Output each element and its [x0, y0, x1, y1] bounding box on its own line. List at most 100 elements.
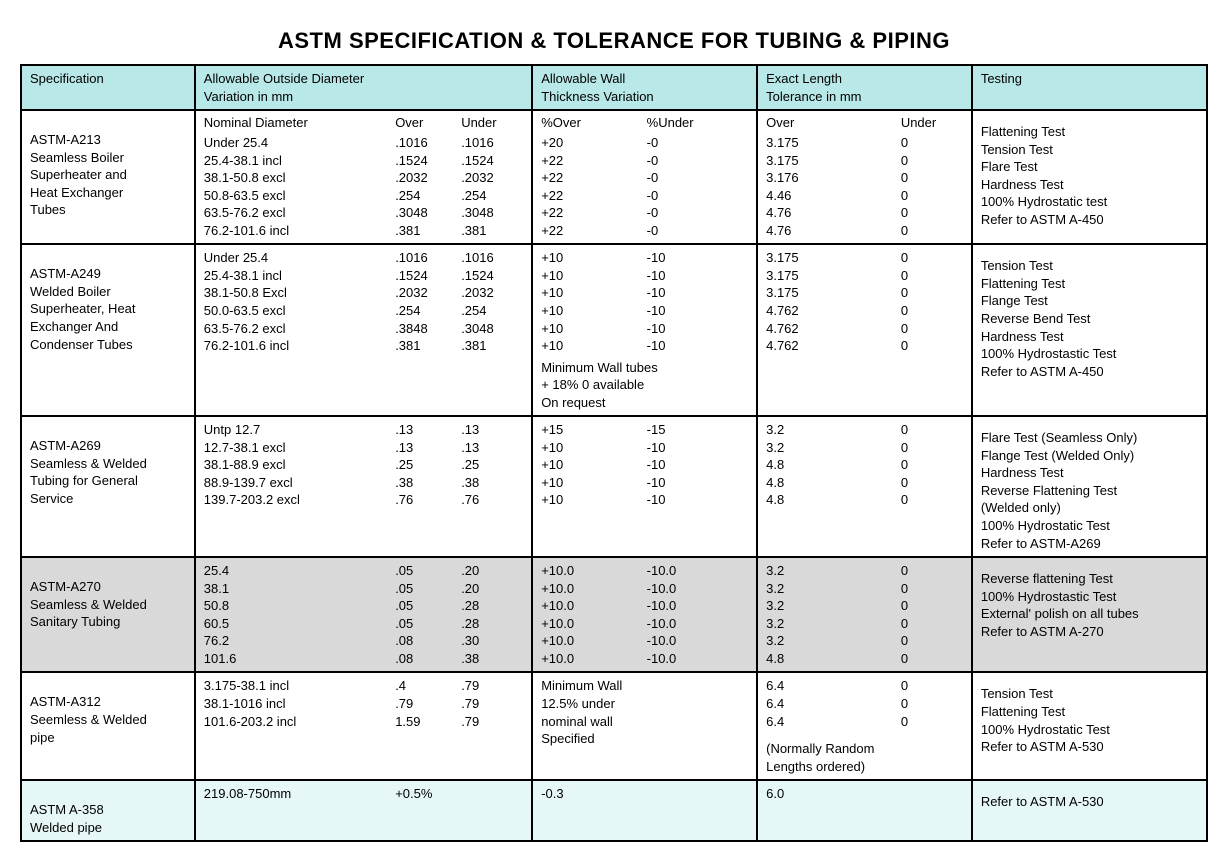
testing-list: Flare Test (Seamless Only)Flange Test (W…: [981, 421, 1198, 552]
spec-text: ASTM-A312Seemless & Weldedpipe: [30, 677, 186, 746]
table-row: ASTM A-358Welded pipe 219.08-750mm +0.5%…: [21, 780, 1207, 841]
wall-under: -10-10-10-10-10-10: [647, 249, 748, 354]
od-cell: Untp 12.712.7-38.1 excl38.1-88.9 excl88.…: [195, 416, 532, 557]
testing-list: Refer to ASTM A-530: [981, 785, 1198, 811]
len-extra: (Normally RandomLengths ordered): [766, 740, 963, 775]
length-cell: 3.23.24.84.84.8 00000: [757, 416, 972, 557]
table-row: ASTM-A249Welded BoilerSuperheater, HeatE…: [21, 244, 1207, 416]
testing-list: Tension TestFlattening TestFlange TestRe…: [981, 249, 1198, 380]
od-under: .1016.1524.2032.254.3048.381: [461, 249, 523, 354]
od-sub-over: Over: [395, 115, 457, 130]
wall-under: -10.0-10.0-10.0-10.0-10.0-10.0: [647, 562, 748, 667]
wall-over: +15+10+10+10+10: [541, 421, 642, 509]
spec-cell: ASTM-A312Seemless & Weldedpipe: [21, 672, 195, 780]
length-cell: Over Under 3.1753.1753.1764.464.764.76 0…: [757, 110, 972, 244]
od-sub-under: Under: [461, 115, 523, 130]
len-under: 000000: [901, 134, 963, 239]
col-wall: Allowable Wall Thickness Variation: [532, 65, 757, 110]
len-under: 00000: [901, 421, 963, 509]
wall-over: +20+22+22+22+22+22: [541, 134, 642, 239]
wall-cell: +10.0+10.0+10.0+10.0+10.0+10.0 -10.0-10.…: [532, 557, 757, 672]
testing-cell: Reverse flattening Test100% Hydrostastic…: [972, 557, 1207, 672]
od-nominal: 3.175-38.1 incl38.1-1016 incl101.6-203.2…: [204, 677, 391, 730]
spec-cell: ASTM A-358Welded pipe: [21, 780, 195, 841]
wall-under: -0-0-0-0-0-0: [647, 134, 748, 239]
testing-cell: Tension TestFlattening TestFlange TestRe…: [972, 244, 1207, 416]
testing-cell: Flare Test (Seamless Only)Flange Test (W…: [972, 416, 1207, 557]
spec-cell: ASTM-A269Seamless & WeldedTubing for Gen…: [21, 416, 195, 557]
table-header-row: Specification Allowable Outside Diameter…: [21, 65, 1207, 110]
len-under: 000000: [901, 249, 963, 354]
od-sub-nominal: Nominal Diameter: [204, 115, 391, 130]
testing-list: Reverse flattening Test100% Hydrostastic…: [981, 562, 1198, 640]
od-under: .79.79.79: [461, 677, 523, 730]
testing-list: Tension TestFlattening Test100% Hydrosta…: [981, 677, 1198, 755]
od-nominal: Under 25.425.4-38.1 incl38.1-50.8 Excl50…: [204, 249, 391, 354]
wall-text: Minimum Wall12.5% undernominal wallSpeci…: [541, 677, 748, 747]
len-under: 000: [901, 677, 963, 730]
wall-cell: Minimum Wall12.5% undernominal wallSpeci…: [532, 672, 757, 780]
spec-cell: ASTM-A249Welded BoilerSuperheater, HeatE…: [21, 244, 195, 416]
len-under: 000000: [901, 562, 963, 667]
table-row: ASTM-A312Seemless & Weldedpipe 3.175-38.…: [21, 672, 1207, 780]
length-cell: 6.0: [757, 780, 972, 841]
od-over: .05.05.05.05.08.08: [395, 562, 457, 667]
spec-text: ASTM A-358Welded pipe: [30, 785, 186, 836]
od-cell: 219.08-750mm +0.5%: [195, 780, 532, 841]
wall-cell: -0.3: [532, 780, 757, 841]
page-title: ASTM SPECIFICATION & TOLERANCE FOR TUBIN…: [20, 28, 1208, 54]
len-over: 3.1753.1753.1754.7624.7624.762: [766, 249, 897, 354]
len-over: 3.1753.1753.1764.464.764.76: [766, 134, 897, 239]
wall-over: +10+10+10+10+10+10: [541, 249, 642, 354]
testing-cell: Refer to ASTM A-530: [972, 780, 1207, 841]
spec-tolerance-table: Specification Allowable Outside Diameter…: [20, 64, 1208, 842]
spec-text: ASTM-A270Seamless & WeldedSanitary Tubin…: [30, 562, 186, 631]
wall-under: -15-10-10-10-10: [647, 421, 748, 509]
wall-sub-over: %Over: [541, 115, 642, 130]
spec-cell: ASTM-A270Seamless & WeldedSanitary Tubin…: [21, 557, 195, 672]
od-nominal: Under 25.425.4-38.1 incl38.1-50.8 excl50…: [204, 134, 391, 239]
od-over: +0.5%: [395, 785, 457, 803]
wall-cell: %Over %Under +20+22+22+22+22+22 -0-0-0-0…: [532, 110, 757, 244]
spec-cell: ASTM-A213Seamless BoilerSuperheater andH…: [21, 110, 195, 244]
od-nominal: Untp 12.712.7-38.1 excl38.1-88.9 excl88.…: [204, 421, 391, 509]
od-over: .1016.1524.2032.254.3848.381: [395, 249, 457, 354]
col-od: Allowable Outside Diameter Variation in …: [195, 65, 532, 110]
wall-text: -0.3: [541, 785, 748, 803]
spec-text: ASTM-A213Seamless BoilerSuperheater andH…: [30, 115, 186, 219]
length-cell: 3.1753.1753.1754.7624.7624.762 000000: [757, 244, 972, 416]
wall-over: +10.0+10.0+10.0+10.0+10.0+10.0: [541, 562, 642, 667]
wall-sub-under: %Under: [647, 115, 748, 130]
col-len: Exact Length Tolerance in mm: [757, 65, 972, 110]
wall-extra: Minimum Wall tubes+ 18% 0 availableOn re…: [541, 359, 748, 412]
table-row: ASTM-A270Seamless & WeldedSanitary Tubin…: [21, 557, 1207, 672]
length-cell: 3.23.23.23.23.24.8 000000: [757, 557, 972, 672]
od-cell: 3.175-38.1 incl38.1-1016 incl101.6-203.2…: [195, 672, 532, 780]
table-row: ASTM-A213Seamless BoilerSuperheater andH…: [21, 110, 1207, 244]
wall-cell: +10+10+10+10+10+10 -10-10-10-10-10-10 Mi…: [532, 244, 757, 416]
table-row: ASTM-A269Seamless & WeldedTubing for Gen…: [21, 416, 1207, 557]
od-over: .1016.1524.2032.254.3048.381: [395, 134, 457, 239]
len-sub-over: Over: [766, 115, 897, 130]
length-cell: 6.46.46.4 000 (Normally RandomLengths or…: [757, 672, 972, 780]
od-over: .4.791.59: [395, 677, 457, 730]
od-nominal: 25.438.150.860.576.2101.6: [204, 562, 391, 667]
od-cell: Nominal Diameter Over Under Under 25.425…: [195, 110, 532, 244]
od-under: .1016.1524.2032.254.3048.381: [461, 134, 523, 239]
len-text: 6.0: [766, 785, 963, 803]
len-over: 6.46.46.4: [766, 677, 897, 730]
spec-text: ASTM-A269Seamless & WeldedTubing for Gen…: [30, 421, 186, 507]
od-cell: Under 25.425.4-38.1 incl38.1-50.8 Excl50…: [195, 244, 532, 416]
od-under: .20.20.28.28.30.38: [461, 562, 523, 667]
testing-cell: Flattening TestTension TestFlare TestHar…: [972, 110, 1207, 244]
testing-list: Flattening TestTension TestFlare TestHar…: [981, 115, 1198, 228]
od-under: .13.13.25.38.76: [461, 421, 523, 509]
od-over: .13.13.25.38.76: [395, 421, 457, 509]
od-nominal: 219.08-750mm: [204, 785, 391, 803]
col-test: Testing: [972, 65, 1207, 110]
od-cell: 25.438.150.860.576.2101.6 .05.05.05.05.0…: [195, 557, 532, 672]
len-sub-under: Under: [901, 115, 963, 130]
spec-text: ASTM-A249Welded BoilerSuperheater, HeatE…: [30, 249, 186, 353]
wall-cell: +15+10+10+10+10 -15-10-10-10-10: [532, 416, 757, 557]
col-spec: Specification: [21, 65, 195, 110]
